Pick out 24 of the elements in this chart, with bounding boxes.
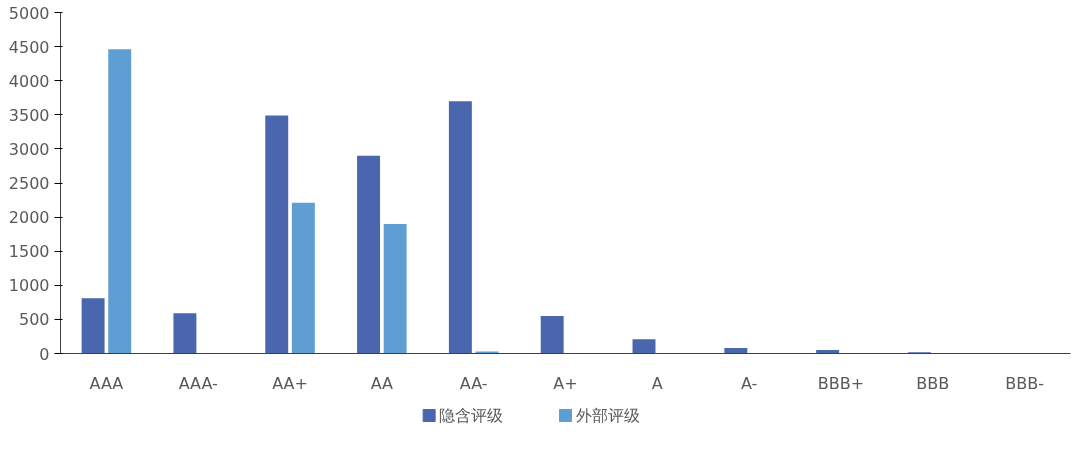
y-tick-label: 0 <box>39 344 50 364</box>
y-tick-label: 5000 <box>8 3 50 23</box>
y-tick-label: 500 <box>18 310 50 330</box>
x-tick-label: AA- <box>459 373 488 393</box>
x-tick-label: BBB- <box>1005 373 1044 393</box>
x-tick-label: A <box>651 373 663 393</box>
x-tick-label: BBB+ <box>817 373 865 393</box>
x-tick-label: AA+ <box>272 373 308 393</box>
x-tick-label: AA <box>370 373 394 393</box>
x-tick-label: A- <box>740 373 758 393</box>
y-tick-label: 4500 <box>8 37 50 57</box>
legend-label: 外部评级 <box>575 406 640 425</box>
y-tick-label: 2500 <box>8 174 50 193</box>
x-tick-label: A+ <box>553 373 578 393</box>
y-tick-label: 1000 <box>8 276 50 296</box>
y-tick-label: 2000 <box>8 208 50 228</box>
x-tick-label: BBB <box>916 373 950 393</box>
y-tick-label: 4000 <box>8 71 50 91</box>
legend-label: 隐含评级 <box>439 406 504 425</box>
y-tick-label: 3500 <box>8 105 50 125</box>
x-tick-label: AAA- <box>178 373 218 393</box>
y-tick-label: 3000 <box>8 139 50 159</box>
x-tick-label: AAA <box>89 373 124 393</box>
y-tick-label: 1500 <box>8 242 50 262</box>
